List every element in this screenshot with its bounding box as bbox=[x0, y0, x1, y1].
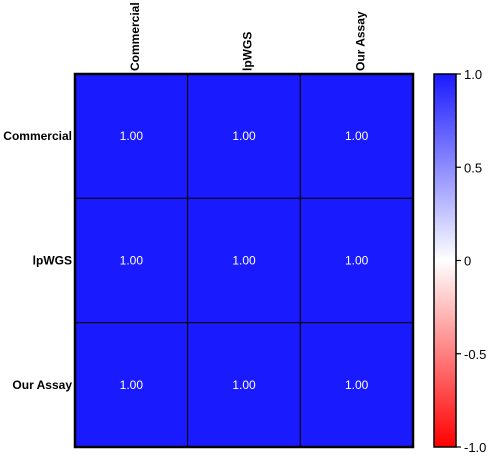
column-label: Our Assay bbox=[353, 11, 367, 71]
heatmap-cell bbox=[74, 73, 189, 199]
cell-value-label: 1.00 bbox=[345, 129, 369, 143]
heatmap-cell bbox=[299, 197, 414, 324]
column-label: Commercial bbox=[128, 2, 142, 71]
row-label: Commercial bbox=[3, 129, 72, 143]
heatmap-border bbox=[73, 72, 415, 449]
cell-value-label: 1.00 bbox=[232, 129, 256, 143]
cell-value-label: 1.00 bbox=[120, 254, 144, 268]
heatmap-cell bbox=[74, 197, 189, 324]
row-label: lpWGS bbox=[33, 254, 72, 268]
row-label: Our Assay bbox=[12, 378, 72, 392]
cell-value-label: 1.00 bbox=[120, 129, 144, 143]
colorbar-tick-label: 1.0 bbox=[464, 67, 482, 82]
colorbar-tick-label: 0 bbox=[464, 254, 471, 269]
heatmap-axis-labels: Commercial lpWGS Our Assay Commercial lpWGS O… bbox=[3, 2, 367, 392]
colorbar-tick-label: -1.0 bbox=[464, 440, 486, 454]
colorbar-tick-label: -0.5 bbox=[464, 347, 486, 362]
colorbar-tick-label: 0.5 bbox=[464, 160, 482, 175]
cell-value-label: 1.00 bbox=[345, 378, 369, 392]
cell-value-label: 1.00 bbox=[345, 254, 369, 268]
cell-value-label: 1.00 bbox=[232, 378, 256, 392]
cell-value-label: 1.00 bbox=[232, 254, 256, 268]
heatmap-cell bbox=[187, 197, 301, 324]
heatmap-cell bbox=[187, 322, 301, 448]
colorbar-gradient bbox=[433, 73, 457, 448]
heatmap-cells: 1.00 1.00 1.00 1.00 1.00 1.00 1.00 1.00 1.00 bbox=[73, 72, 415, 449]
column-label: lpWGS bbox=[241, 32, 255, 71]
colorbar: 1.0 0.5 0 -0.5 -1.0 bbox=[433, 67, 486, 455]
cell-value-label: 1.00 bbox=[120, 378, 144, 392]
heatmap-cell bbox=[187, 73, 301, 199]
